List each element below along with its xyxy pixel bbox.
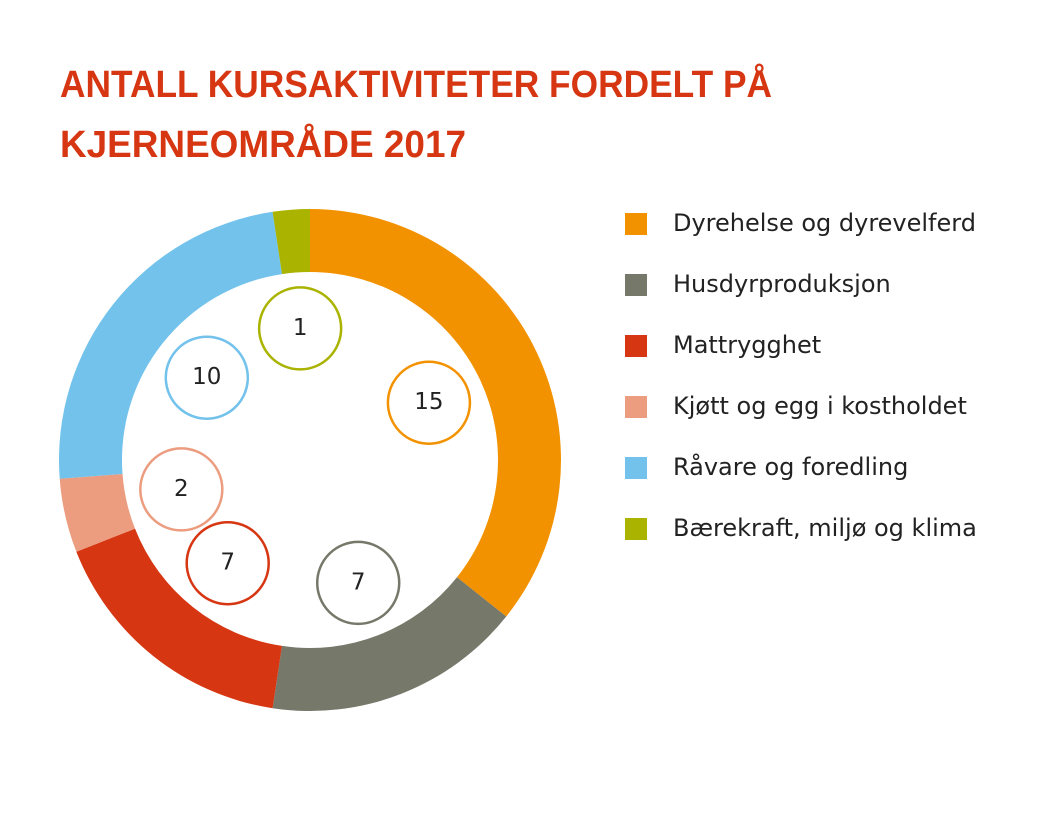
donut-segment [59,211,282,479]
legend-swatch [625,335,647,357]
chart-title: ANTALL KURSAKTIVITETER FORDELT PÅ [60,62,772,106]
donut-segment [272,577,507,712]
donut-segment [59,474,135,552]
donut-segment [76,528,282,709]
legend-swatch [625,457,647,479]
legend-label: Dyrehelse og dyrevelferd [673,209,976,237]
data-label: 2 [174,476,189,502]
chart-title: KJERNEOMRÅDE 2017 [60,122,466,166]
donut-segment [272,209,310,275]
legend-label: Mattrygghet [673,331,821,359]
label-ring [315,540,401,626]
label-ring [139,447,224,532]
data-label: 15 [414,389,443,415]
legend-label: Kjøtt og egg i kostholdet [673,392,967,420]
data-label: 7 [351,569,366,595]
data-label: 10 [192,364,221,390]
label-ring [386,360,472,445]
legend-swatch [625,396,647,418]
label-ring [185,520,270,606]
legend-label: Bærekraft, miljø og klima [673,514,977,542]
legend-swatch [625,274,647,296]
donut-segment [310,209,561,617]
legend-swatch [625,518,647,540]
legend-swatch [625,213,647,235]
data-label: 7 [220,550,235,576]
data-label: 1 [293,315,308,341]
legend-label: Husdyrproduksjon [673,270,891,298]
label-ring [257,286,343,371]
label-ring [164,335,250,420]
legend-label: Råvare og foredling [673,452,908,481]
